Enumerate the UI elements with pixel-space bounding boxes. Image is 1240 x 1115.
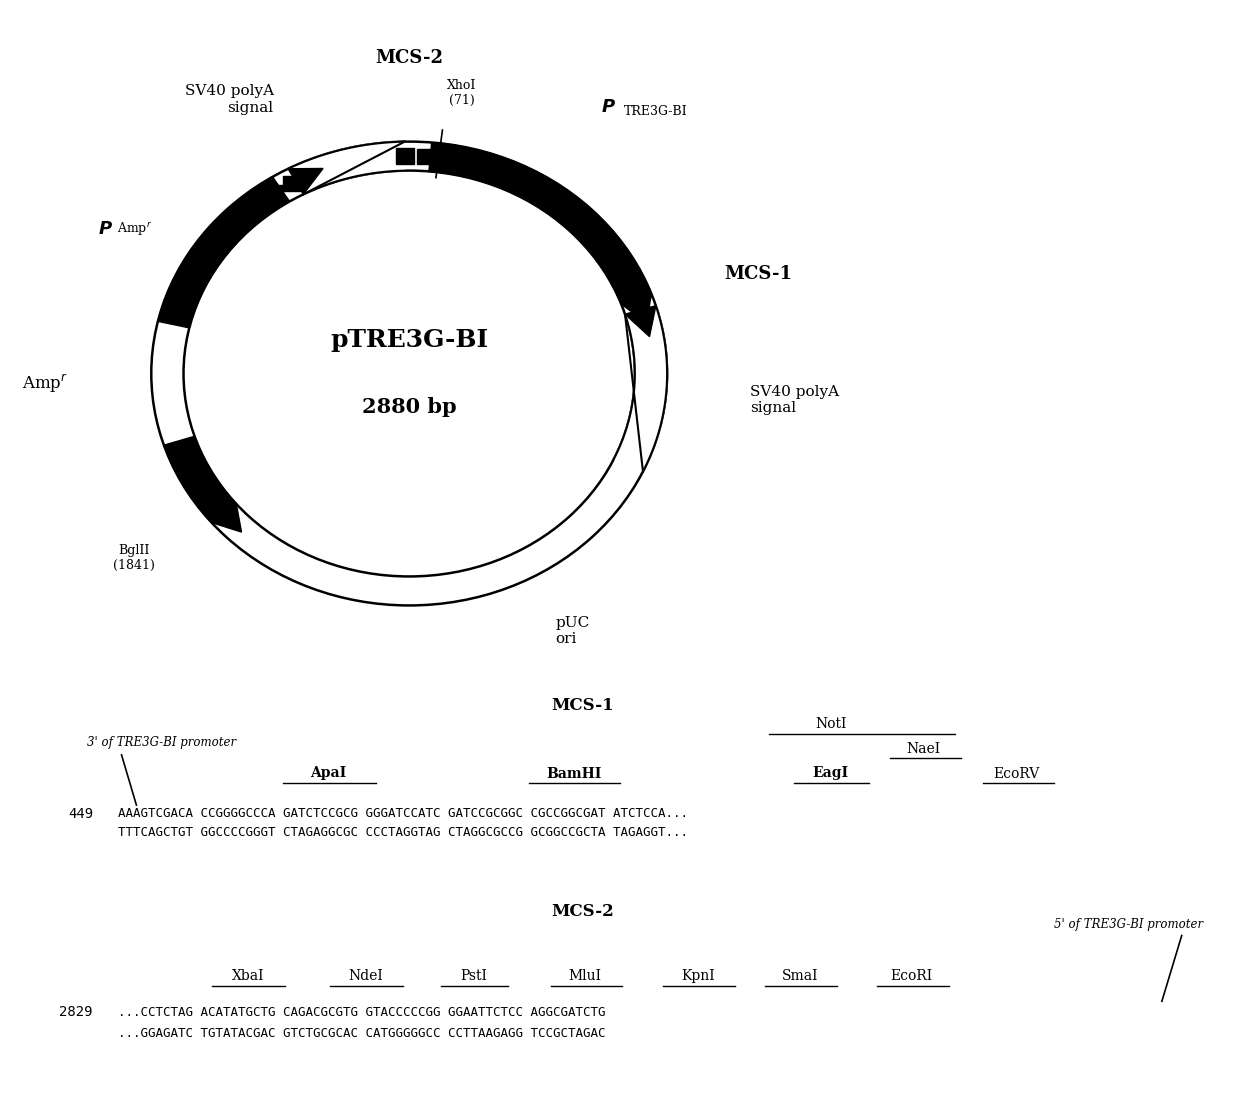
Polygon shape bbox=[429, 143, 651, 304]
Text: pTRE3G-BI: pTRE3G-BI bbox=[330, 328, 489, 352]
Polygon shape bbox=[288, 168, 324, 194]
Text: EagI: EagI bbox=[812, 766, 849, 780]
Text: MCS-1: MCS-1 bbox=[724, 265, 792, 283]
Text: TTTCAGCTGT GGCCCCGGGT CTAGAGGCGC CCCTAGGTAG CTAGGCGCCG GCGGCCGCTA TAGAGGT...: TTTCAGCTGT GGCCCCGGGT CTAGAGGCGC CCCTAGG… bbox=[118, 826, 688, 840]
Polygon shape bbox=[157, 177, 290, 328]
Text: 2880 bp: 2880 bp bbox=[362, 397, 456, 417]
Text: SmaI: SmaI bbox=[781, 969, 818, 983]
Text: ...CCTCTAG ACATATGCTG CAGACGCGTG GTACCCCCGG GGAATTCTCC AGGCGATCTG: ...CCTCTAG ACATATGCTG CAGACGCGTG GTACCCC… bbox=[118, 1006, 605, 1019]
Text: BamHI: BamHI bbox=[547, 766, 601, 780]
Polygon shape bbox=[614, 306, 667, 472]
Text: $\bfit{P}$: $\bfit{P}$ bbox=[98, 221, 113, 239]
Polygon shape bbox=[219, 210, 249, 237]
Polygon shape bbox=[625, 306, 656, 337]
Bar bbox=[397, 148, 414, 164]
Text: XbaI: XbaI bbox=[232, 969, 264, 983]
Bar bbox=[418, 148, 435, 164]
Text: Amp$^r$: Amp$^r$ bbox=[22, 372, 68, 395]
Text: Amp$^r$: Amp$^r$ bbox=[117, 221, 151, 237]
Polygon shape bbox=[288, 142, 405, 194]
Text: 2829: 2829 bbox=[60, 1006, 93, 1019]
Text: 3' of TRE3G-BI promoter: 3' of TRE3G-BI promoter bbox=[87, 736, 236, 749]
Bar bbox=[283, 175, 300, 191]
Text: $\bfit{P}$: $\bfit{P}$ bbox=[601, 98, 616, 116]
Text: ...GGAGATC TGTATACGAC GTCTGCGCAC CATGGGGGCC CCTTAAGAGG TCCGCTAGAC: ...GGAGATC TGTATACGAC GTCTGCGCAC CATGGGG… bbox=[118, 1027, 605, 1040]
Text: XhoI
(71): XhoI (71) bbox=[446, 79, 476, 107]
Text: BglII
(1841): BglII (1841) bbox=[113, 544, 155, 572]
Text: MCS-1: MCS-1 bbox=[552, 697, 614, 714]
Text: MCS-2: MCS-2 bbox=[552, 903, 614, 920]
Text: pUC
ori: pUC ori bbox=[556, 617, 589, 647]
Bar bbox=[631, 302, 649, 318]
Text: SV40 polyA
signal: SV40 polyA signal bbox=[185, 85, 274, 115]
Text: PstI: PstI bbox=[460, 969, 487, 983]
Polygon shape bbox=[164, 436, 237, 523]
Text: MluI: MluI bbox=[569, 969, 601, 983]
Polygon shape bbox=[190, 251, 218, 279]
Text: NotI: NotI bbox=[815, 717, 847, 731]
Bar bbox=[625, 284, 642, 300]
Text: NaeI: NaeI bbox=[906, 741, 941, 756]
Text: ApaI: ApaI bbox=[310, 766, 347, 780]
Text: SV40 polyA
signal: SV40 polyA signal bbox=[750, 385, 839, 415]
Text: NdeI: NdeI bbox=[348, 969, 383, 983]
Text: 5' of TRE3G-BI promoter: 5' of TRE3G-BI promoter bbox=[1054, 918, 1203, 931]
Text: AAAGTCGACA CCGGGGCCCA GATCTCCGCG GGGATCCATC GATCCGCGGC CGCCGGCGAT ATCTCCA...: AAAGTCGACA CCGGGGCCCA GATCTCCGCG GGGATCC… bbox=[118, 807, 688, 821]
Text: 449: 449 bbox=[68, 807, 93, 821]
Polygon shape bbox=[621, 294, 651, 322]
Polygon shape bbox=[212, 504, 242, 532]
Bar bbox=[265, 185, 283, 201]
Text: EcoRV: EcoRV bbox=[993, 766, 1040, 780]
Text: TRE3G-BI: TRE3G-BI bbox=[624, 105, 687, 118]
Text: KpnI: KpnI bbox=[681, 969, 715, 983]
Text: EcoRI: EcoRI bbox=[890, 969, 932, 983]
Text: MCS-2: MCS-2 bbox=[376, 49, 443, 67]
